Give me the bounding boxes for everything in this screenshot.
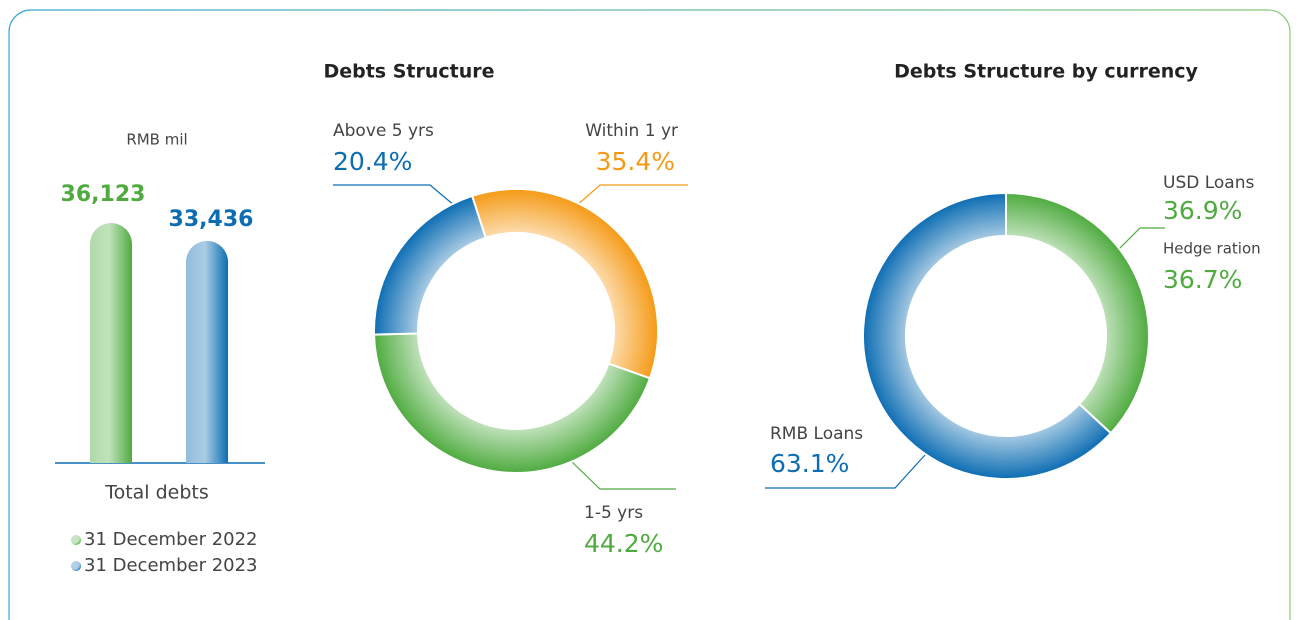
frame — [8, 9, 1291, 620]
slice-label: Above 5 yrs — [333, 121, 434, 141]
bar — [186, 240, 228, 463]
donut-slice — [470, 188, 659, 380]
donut-slice — [373, 332, 652, 474]
subtitle: RMB mil — [126, 131, 187, 149]
legend-label: 31 December 2023 — [84, 555, 258, 576]
leader — [571, 461, 676, 490]
slice-label: USD Loans — [1163, 173, 1254, 193]
value-label: 36,123 — [61, 182, 146, 207]
chart-title: Debts Structure — [323, 61, 494, 83]
leader — [333, 184, 456, 207]
value-label: 36.9% — [1163, 196, 1242, 225]
value-label: 35.4% — [596, 147, 675, 176]
annotation-label: Hedge ration — [1163, 240, 1261, 258]
value-label: 44.2% — [584, 529, 663, 558]
slice-label: Within 1 yr — [585, 121, 678, 141]
legend-swatch — [71, 535, 81, 545]
leader — [765, 454, 926, 489]
value-label: 63.1% — [770, 449, 849, 478]
leader — [574, 184, 688, 208]
chart-title: Debts Structure by currency — [894, 61, 1198, 83]
slice-label: RMB Loans — [770, 424, 863, 444]
donut-slice — [373, 194, 487, 336]
bar — [90, 223, 132, 463]
x-label: Total debts — [104, 482, 209, 504]
legend-swatch — [71, 561, 81, 571]
legend-label: 31 December 2022 — [84, 529, 258, 550]
value-label: 20.4% — [333, 147, 412, 176]
donut-slice — [862, 191, 1113, 480]
slice-label: 1-5 yrs — [584, 503, 643, 523]
annotation-value: 36.7% — [1163, 265, 1242, 294]
donut-slice — [1005, 191, 1151, 435]
value-label: 33,436 — [169, 207, 254, 232]
